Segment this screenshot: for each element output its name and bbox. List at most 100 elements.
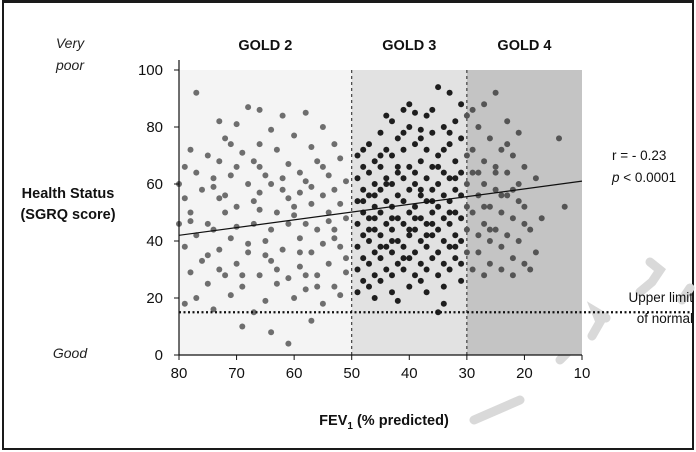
data-point (561, 203, 568, 210)
data-point (394, 169, 401, 176)
data-point (250, 198, 257, 205)
data-point (446, 141, 453, 148)
data-point (285, 195, 292, 202)
data-point (440, 124, 447, 130)
data-point (314, 158, 321, 165)
data-point (394, 163, 401, 170)
data-point (400, 198, 407, 205)
data-point (469, 209, 476, 216)
data-point (204, 280, 211, 287)
data-point (504, 141, 511, 148)
data-point (504, 118, 511, 125)
data-point (406, 124, 413, 130)
data-point (504, 232, 511, 239)
data-point (527, 226, 534, 233)
data-point (383, 146, 390, 153)
data-point (343, 255, 349, 262)
upper-limit-label-line2: of normal (637, 311, 693, 326)
x-axis-label-rest: (% predicted) (353, 413, 449, 429)
data-point (440, 169, 447, 176)
data-point (498, 146, 505, 153)
data-point (366, 141, 372, 148)
data-point (256, 163, 263, 170)
data-point (400, 255, 407, 262)
data-point (210, 175, 217, 182)
data-point (538, 215, 545, 222)
data-point (296, 263, 303, 270)
data-point (463, 112, 470, 119)
data-point (481, 158, 488, 165)
data-point (417, 192, 424, 199)
data-point (481, 203, 488, 210)
data-point (273, 266, 280, 273)
data-point (458, 101, 465, 108)
data-point (377, 277, 384, 284)
data-point (239, 149, 246, 156)
data-point (446, 209, 453, 216)
good-label: Good (53, 345, 88, 361)
data-point (325, 260, 332, 267)
data-point (532, 249, 539, 256)
data-point (394, 260, 401, 267)
data-point (509, 272, 516, 279)
data-point (199, 186, 205, 193)
data-point (366, 215, 372, 222)
upper-limit-label-line1: Upper limit (628, 290, 693, 305)
data-point (435, 226, 442, 233)
data-point (325, 218, 332, 225)
data-point (429, 129, 436, 136)
data-point (412, 141, 418, 148)
data-point (435, 152, 442, 159)
data-point (440, 260, 447, 267)
data-point (406, 226, 413, 233)
data-point (371, 249, 378, 256)
data-point (354, 198, 361, 205)
data-point (463, 226, 470, 233)
data-point (429, 163, 436, 170)
data-point (262, 297, 269, 304)
data-point (486, 203, 493, 210)
data-point (509, 152, 516, 159)
data-point (400, 243, 407, 250)
data-point (458, 135, 465, 142)
data-point (187, 146, 194, 153)
data-point (377, 255, 384, 262)
data-point (296, 189, 303, 196)
data-point (458, 169, 465, 176)
data-point (383, 175, 390, 182)
data-point (360, 198, 367, 205)
data-point (354, 220, 361, 227)
data-point (463, 203, 470, 210)
data-point (308, 317, 315, 324)
regression-line (178, 180, 583, 236)
data-point (429, 232, 436, 239)
data-point (383, 112, 390, 119)
data-point (360, 277, 367, 284)
data-point (239, 272, 246, 279)
data-point (492, 169, 499, 176)
y-axis-label-line1: Health Status (22, 186, 115, 202)
data-point (417, 277, 424, 284)
data-point (463, 181, 470, 187)
data-point (423, 220, 430, 227)
data-point (498, 243, 505, 250)
data-point (383, 198, 390, 205)
data-point (446, 243, 453, 250)
data-point (429, 220, 436, 227)
data-point (337, 292, 344, 299)
data-point (521, 163, 528, 170)
data-point (498, 192, 505, 199)
data-point (389, 272, 395, 279)
data-point (227, 235, 234, 242)
data-point (354, 243, 361, 250)
data-point (417, 186, 424, 193)
data-point (389, 118, 395, 125)
x-tick-label: 70 (228, 365, 245, 382)
data-point (389, 181, 395, 187)
data-point (296, 169, 303, 176)
data-point (394, 215, 401, 222)
data-point (412, 203, 418, 210)
data-point (187, 209, 194, 216)
data-point (279, 186, 286, 193)
data-point (400, 220, 407, 227)
